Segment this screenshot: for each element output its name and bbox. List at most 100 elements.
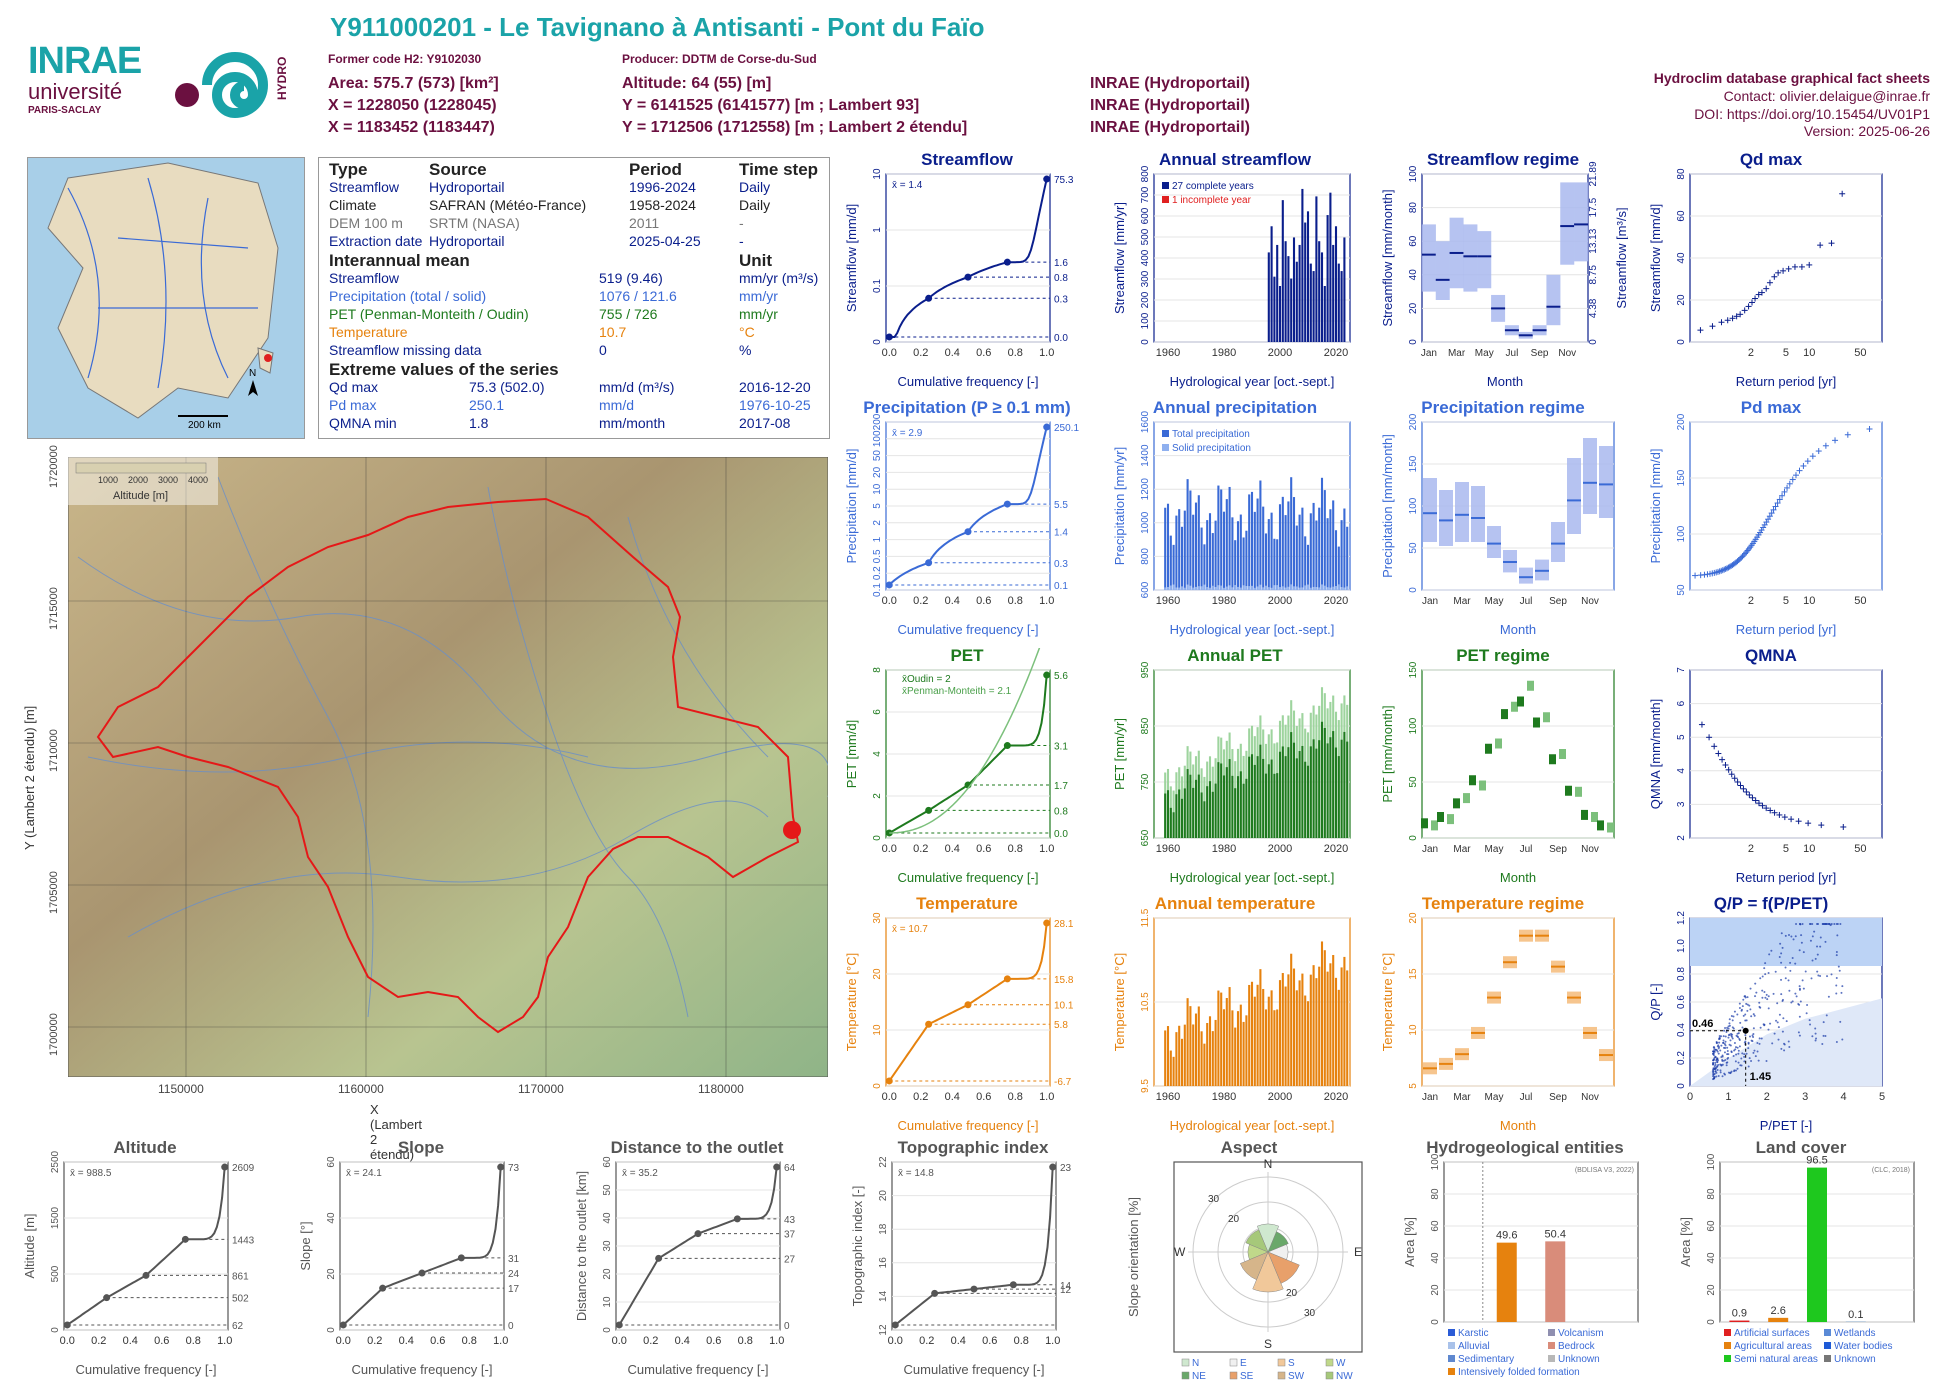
legend-label: NW — [1336, 1371, 1353, 1380]
return-period-point — [1806, 261, 1813, 268]
scatter-point — [1726, 1046, 1729, 1049]
tick-label: 22 — [878, 1156, 889, 1168]
annual-bar — [1270, 226, 1273, 342]
return-period-point — [1715, 750, 1722, 757]
tick-label: 60 — [602, 1156, 613, 1168]
annual-bar — [1259, 969, 1262, 1086]
scatter-point — [1800, 934, 1803, 937]
solid-bar — [1262, 587, 1265, 590]
bar-value-label: 96.5 — [1806, 1155, 1827, 1167]
source-note: (BDLISA V3, 2022) — [1575, 1167, 1634, 1174]
scatter-point — [1756, 1050, 1759, 1053]
tick-label: 7 — [1676, 667, 1687, 673]
y-axis-label: Area [%] — [1678, 1217, 1693, 1267]
oudin-box — [1533, 717, 1540, 728]
return-period-point — [1740, 552, 1747, 559]
annual-bar — [1208, 1016, 1212, 1086]
tick-label: 0.4 — [945, 1091, 960, 1103]
annual-bar — [1183, 510, 1186, 590]
scatter-point — [1813, 930, 1816, 933]
mean-row: Streamflow missing data 0% — [329, 342, 821, 360]
legend-swatch — [1824, 1355, 1831, 1362]
scatter-point — [1712, 1061, 1715, 1064]
tick-label: 2 — [1748, 347, 1754, 359]
x-axis-label: Cumulative frequency [-] — [898, 870, 1039, 885]
tick-label: May — [1475, 348, 1494, 359]
category-bar — [1807, 1167, 1827, 1322]
annual-bar — [1304, 222, 1307, 342]
x-axis-label: Month — [1500, 870, 1536, 885]
scatter-point — [1739, 1064, 1742, 1067]
scatter-point — [1763, 967, 1766, 970]
solid-bar — [1239, 587, 1242, 590]
y-axis-label: PET [mm/d] — [844, 720, 859, 788]
scatter-point — [1730, 1035, 1733, 1038]
cell: mm/d — [599, 397, 634, 413]
map-ytick: 1705000 — [48, 871, 60, 914]
cell: Source — [429, 160, 487, 179]
scatter-point — [1762, 1023, 1765, 1026]
y-lambert2e: Y = 1712506 (1712558) [m ; Lambert 2 éte… — [622, 119, 968, 136]
annual-bar — [1326, 971, 1329, 1086]
legend-swatch — [1724, 1355, 1731, 1362]
annual-bar — [1326, 743, 1329, 838]
legend-swatch — [1162, 196, 1169, 203]
legend-label: S — [1288, 1358, 1295, 1369]
category-bar — [1496, 1242, 1517, 1322]
annual-bar — [1253, 511, 1256, 590]
quantile-label: 62 — [232, 1321, 244, 1332]
qp_ppet-plot: P/PET [-] Q/P [-] 0 0.2 0.4 0.6 0.8 1.0 1.2 0 1 2 3 4… — [1648, 911, 1885, 1133]
iqr-box — [1477, 231, 1492, 289]
legend-swatch — [1181, 1358, 1190, 1367]
return-period-point — [1771, 809, 1778, 816]
tick-label: 14 — [878, 1290, 889, 1302]
annual-bar — [1211, 1031, 1214, 1086]
tick-label: 0.6 — [154, 1335, 169, 1347]
tick-label: 600 — [1140, 581, 1151, 598]
tick-label: 0.2 — [643, 1335, 658, 1347]
tick-label: 650 — [1140, 829, 1151, 846]
x-axis-label: Hydrological year [oct.-sept.] — [1170, 1118, 1335, 1133]
scatter-point — [1718, 1041, 1721, 1044]
tick-label: 0.8 — [1008, 347, 1023, 359]
pm-box — [1463, 793, 1470, 804]
return-period-point — [1697, 327, 1704, 334]
scatter-point — [1817, 923, 1820, 925]
scatter-point — [1765, 993, 1768, 996]
legend-label: Sedimentary — [1458, 1354, 1514, 1365]
annual-bar — [1312, 739, 1315, 838]
scatter-point — [1750, 1015, 1753, 1018]
scatter-point — [1801, 979, 1804, 982]
oudin-box — [1469, 775, 1476, 786]
scatter-point — [1734, 1048, 1737, 1051]
annual_temperature-plot: Hydrological year [oct.-sept.] Temperatur… — [1112, 908, 1351, 1133]
annual-bar — [1306, 544, 1310, 590]
tick-label: 200 — [1676, 413, 1687, 430]
legend-swatch — [1448, 1329, 1455, 1336]
tick-label: 0.4 — [951, 1335, 966, 1347]
scatter-point — [1798, 988, 1801, 991]
hydrogeo-chart: Hydrogeological entities Area [%] 0 20 40 60 8… — [1400, 1138, 1650, 1380]
precipitation-title: Precipitation (P ≥ 0.1 mm) — [863, 398, 1071, 417]
qdmax-plot: Return period [yr] Streamflow [mm/d] 0 20 40… — [1648, 168, 1883, 389]
tick-label: 100 — [1408, 165, 1419, 182]
solid-bar — [1220, 585, 1223, 590]
annual-bar — [1281, 746, 1284, 838]
scatter-point — [1835, 1041, 1838, 1044]
annual-bar — [1250, 754, 1254, 838]
annual_temperature-title: Annual temperature — [1154, 894, 1316, 913]
tick-label: 2000 — [1268, 843, 1292, 855]
tick-label: 80 — [1430, 1188, 1441, 1200]
scatter-point — [1737, 1036, 1740, 1039]
scatter-point — [1775, 1019, 1778, 1022]
altitude-plot: Cumulative frequency [-] Altitude [m] 0 500… — [22, 1150, 255, 1377]
solid-bar — [1189, 585, 1192, 590]
solid-bar — [1287, 586, 1290, 590]
solid-bar — [1231, 587, 1234, 590]
legend-label: Unknown — [1558, 1354, 1600, 1365]
solid-bar — [1175, 587, 1178, 590]
tick-label: 5 — [1879, 1091, 1885, 1103]
annual-bar — [1315, 978, 1318, 1086]
tick-label: 50 — [872, 450, 883, 462]
tick-label: 40 — [1676, 252, 1687, 264]
